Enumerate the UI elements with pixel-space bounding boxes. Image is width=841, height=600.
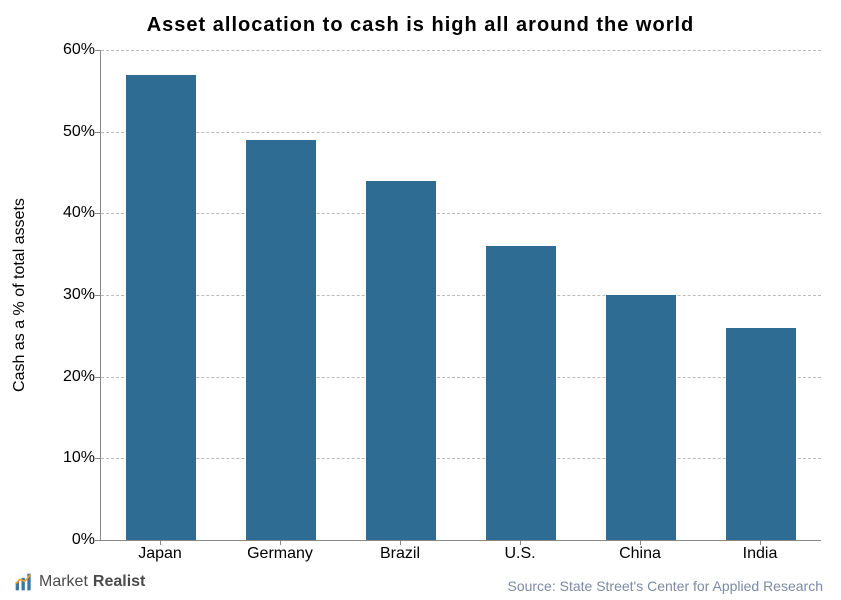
y-tick-label: 60% — [5, 41, 95, 59]
x-category-label: Brazil — [380, 545, 420, 563]
grid-line — [101, 132, 821, 133]
brand-logo: Market Realist — [14, 572, 145, 592]
bar — [726, 328, 796, 540]
grid-line — [101, 377, 821, 378]
y-tick-mark — [95, 213, 100, 214]
bar — [486, 246, 556, 540]
bar — [246, 140, 316, 540]
chart-title: Asset allocation to cash is high all aro… — [0, 14, 841, 37]
y-tick-mark — [95, 458, 100, 459]
y-tick-mark — [95, 295, 100, 296]
y-tick-label: 0% — [5, 531, 95, 549]
x-category-label: India — [743, 545, 778, 563]
plot-area — [100, 50, 821, 541]
y-tick-mark — [95, 132, 100, 133]
x-category-label: China — [619, 545, 661, 563]
bar — [366, 181, 436, 540]
x-category-label: Japan — [138, 545, 182, 563]
x-category-label: U.S. — [504, 545, 535, 563]
logo-text-realist: Realist — [93, 573, 145, 591]
logo-text-market: Market — [39, 573, 88, 591]
grid-line — [101, 458, 821, 459]
y-tick-mark — [95, 50, 100, 51]
y-tick-label: 30% — [5, 286, 95, 304]
y-tick-label: 10% — [5, 449, 95, 467]
y-tick-label: 20% — [5, 368, 95, 386]
y-tick-mark — [95, 540, 100, 541]
bar — [126, 75, 196, 541]
chart-container: Asset allocation to cash is high all aro… — [0, 0, 841, 600]
y-tick-label: 40% — [5, 204, 95, 222]
x-category-label: Germany — [247, 545, 313, 563]
logo-icon — [14, 572, 34, 592]
source-text: Source: State Street's Center for Applie… — [507, 578, 823, 594]
grid-line — [101, 295, 821, 296]
grid-line — [101, 50, 821, 51]
grid-line — [101, 213, 821, 214]
bar — [606, 295, 676, 540]
y-tick-mark — [95, 377, 100, 378]
y-tick-label: 50% — [5, 123, 95, 141]
